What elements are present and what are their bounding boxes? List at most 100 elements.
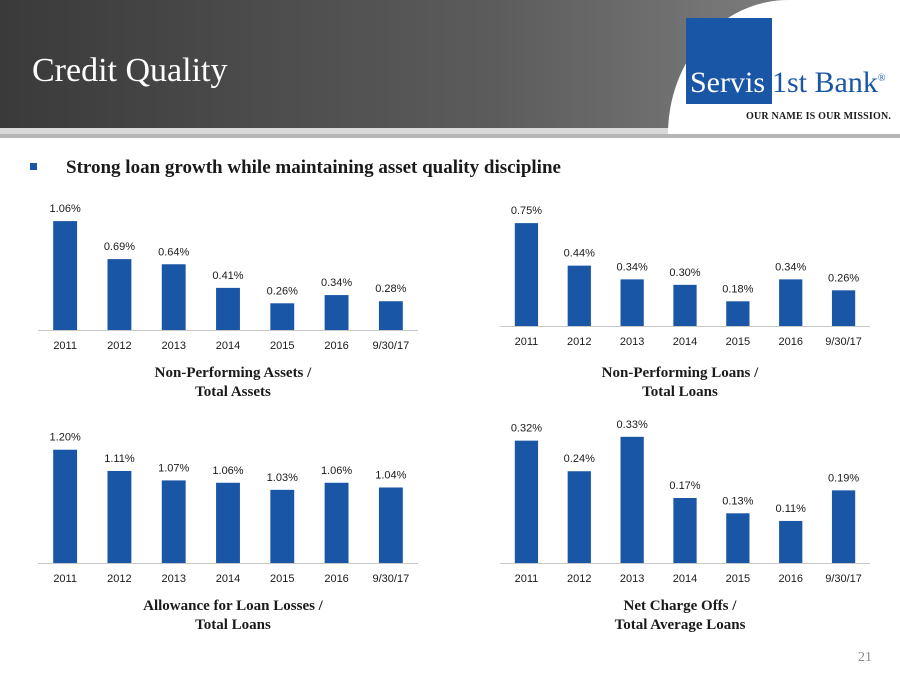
header-divider-lower <box>0 134 900 138</box>
x-tick-label: 2016 <box>324 573 348 585</box>
bar <box>324 482 349 563</box>
bar <box>270 489 295 563</box>
data-label: 0.26% <box>828 272 859 284</box>
logo-tagline: OUR NAME IS OUR MISSION. <box>746 111 892 122</box>
chart-nco-avg-loans: 0.32% 2011 0.24% 2012 0.33% 2013 0.17% 2014 0.13… <box>500 415 870 590</box>
bar <box>726 301 750 326</box>
x-tick-label: 2011 <box>515 573 539 585</box>
logo-name-part2: 1st Bank® <box>772 66 885 100</box>
bar <box>673 498 697 563</box>
data-label: 0.13% <box>722 495 753 507</box>
data-label: 0.30% <box>669 267 700 279</box>
bar <box>378 487 403 563</box>
data-label: 1.04% <box>375 469 406 481</box>
bar <box>567 265 591 326</box>
bar <box>514 440 539 563</box>
bar <box>324 295 349 330</box>
chart-allowance-total-loans: 1.20% 2011 1.11% 2012 1.07% 2013 1.06% 2014 1.03… <box>38 420 418 592</box>
chart-svg: 0.32% 2011 0.24% 2012 0.33% 2013 0.17% 2014 0.13… <box>500 419 870 585</box>
data-label: 0.75% <box>511 205 542 217</box>
chart-npa-total-assets: 1.06% 2011 0.69% 2012 0.64% 2013 0.41% 2014 0.26… <box>38 195 418 355</box>
x-tick-label: 2011 <box>515 336 539 348</box>
data-label: 1.06% <box>212 465 243 477</box>
x-tick-label: 9/30/17 <box>825 336 862 348</box>
x-tick-label: 2015 <box>726 336 750 348</box>
chart-npa-caption: Non-Performing Assets / Total Assets <box>88 364 378 402</box>
data-label: 0.17% <box>669 480 700 492</box>
bar <box>831 490 856 563</box>
data-label: 0.26% <box>267 285 298 297</box>
chart-svg: 1.06% 2011 0.69% 2012 0.64% 2013 0.41% 2014 0.26… <box>38 203 418 352</box>
x-tick-label: 2011 <box>53 573 77 585</box>
bar <box>216 482 240 563</box>
x-tick-label: 9/30/17 <box>825 573 862 585</box>
bar <box>779 520 803 563</box>
chart-allowance-caption-line2: Total Loans <box>195 617 271 633</box>
bullet-square-icon <box>30 163 37 170</box>
x-tick-label: 2013 <box>620 573 644 585</box>
bar <box>107 470 132 563</box>
chart-npl-caption-line2: Total Loans <box>642 384 718 400</box>
data-label: 0.34% <box>321 277 352 289</box>
x-tick-label: 2013 <box>161 573 185 585</box>
data-label: 1.07% <box>158 462 189 474</box>
data-label: 0.34% <box>775 261 806 273</box>
data-label: 0.28% <box>375 283 406 295</box>
page-title: Credit Quality <box>32 52 228 89</box>
chart-nco-caption-line1: Net Charge Offs / <box>623 598 737 614</box>
x-tick-label: 2014 <box>216 573 240 585</box>
chart-nco-caption: Net Charge Offs / Total Average Loans <box>535 597 825 635</box>
x-tick-label: 2012 <box>567 336 591 348</box>
bar <box>831 290 856 326</box>
x-tick-label: 9/30/17 <box>373 340 410 352</box>
bar <box>620 436 644 563</box>
x-tick-label: 2015 <box>270 340 294 352</box>
data-label: 0.34% <box>617 261 648 273</box>
chart-npl-total-loans: 0.75% 2011 0.44% 2012 0.34% 2013 0.30% 2014 0.18… <box>500 195 870 355</box>
slide-subtitle: Strong loan growth while maintaining ass… <box>66 157 561 178</box>
bar <box>270 303 295 330</box>
logo-name-part1: Servis <box>690 66 765 99</box>
x-tick-label: 2016 <box>778 336 802 348</box>
x-tick-label: 2011 <box>53 340 77 352</box>
data-label: 0.18% <box>722 283 753 295</box>
chart-npa-caption-line1: Non-Performing Assets / <box>154 365 312 381</box>
chart-svg: 1.20% 2011 1.11% 2012 1.07% 2013 1.06% 2014 1.03… <box>38 432 418 585</box>
x-tick-label: 2014 <box>673 336 697 348</box>
x-tick-label: 2016 <box>778 573 802 585</box>
data-label: 1.11% <box>104 453 135 465</box>
x-tick-label: 2012 <box>567 573 591 585</box>
chart-nco-caption-line2: Total Average Loans <box>614 617 746 633</box>
chart-npa-caption-line2: Total Assets <box>195 384 271 400</box>
chart-npl-caption-line1: Non-Performing Loans / <box>601 365 759 381</box>
registered-mark: ® <box>877 73 886 84</box>
data-label: 0.24% <box>564 453 595 465</box>
data-label: 0.41% <box>212 270 243 282</box>
chart-npl-caption: Non-Performing Loans / Total Loans <box>535 364 825 402</box>
data-label: 0.19% <box>828 472 859 484</box>
chart-allowance-caption: Allowance for Loan Losses / Total Loans <box>88 597 378 635</box>
data-label: 0.44% <box>564 248 595 260</box>
bar <box>567 471 591 563</box>
x-tick-label: 2013 <box>161 340 185 352</box>
x-tick-label: 2013 <box>620 336 644 348</box>
x-tick-label: 2012 <box>107 573 131 585</box>
bar <box>53 221 78 330</box>
x-tick-label: 2015 <box>726 573 750 585</box>
x-tick-label: 9/30/17 <box>373 573 410 585</box>
chart-svg: 0.75% 2011 0.44% 2012 0.34% 2013 0.30% 2014 0.18… <box>500 205 870 348</box>
x-tick-label: 2016 <box>324 340 348 352</box>
bar <box>53 449 78 563</box>
x-tick-label: 2014 <box>216 340 240 352</box>
data-label: 1.03% <box>267 472 298 484</box>
chart-allowance-caption-line1: Allowance for Loan Losses / <box>143 598 323 614</box>
data-label: 1.06% <box>321 465 352 477</box>
bar <box>620 279 644 326</box>
logo-name-part2-text: 1st Bank <box>772 66 878 99</box>
data-label: 0.64% <box>158 246 189 258</box>
bar <box>161 264 186 330</box>
bar <box>378 301 403 330</box>
bar <box>779 279 803 326</box>
x-tick-label: 2015 <box>270 573 294 585</box>
bar <box>673 284 697 326</box>
